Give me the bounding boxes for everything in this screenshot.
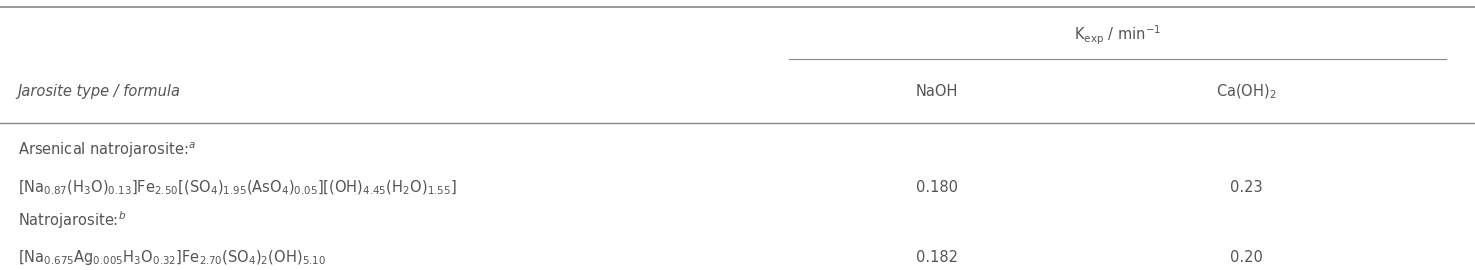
- Text: 0.180: 0.180: [916, 180, 957, 195]
- Text: Jarosite type / formula: Jarosite type / formula: [18, 84, 181, 99]
- Text: 0.182: 0.182: [916, 250, 957, 265]
- Text: K$_\mathrm{exp}$ / min$^{-1}$: K$_\mathrm{exp}$ / min$^{-1}$: [1074, 23, 1161, 47]
- Text: Arsenical natrojarosite:$^a$: Arsenical natrojarosite:$^a$: [18, 140, 195, 160]
- Text: [Na$_{0.87}$(H$_3$O)$_{0.13}$]Fe$_{2.50}$[(SO$_4$)$_{1.95}$(AsO$_4$)$_{0.05}$][(: [Na$_{0.87}$(H$_3$O)$_{0.13}$]Fe$_{2.50}…: [18, 178, 457, 197]
- Text: Natrojarosite:$^b$: Natrojarosite:$^b$: [18, 209, 125, 231]
- Text: NaOH: NaOH: [916, 84, 957, 99]
- Text: 0.23: 0.23: [1230, 180, 1263, 195]
- Text: 0.20: 0.20: [1230, 250, 1263, 265]
- Text: Ca(OH)$_2$: Ca(OH)$_2$: [1215, 83, 1277, 101]
- Text: [Na$_{0.675}$Ag$_{0.005}$H$_3$O$_{0.32}$]Fe$_{2.70}$(SO$_4$)$_2$(OH)$_{5.10}$: [Na$_{0.675}$Ag$_{0.005}$H$_3$O$_{0.32}$…: [18, 248, 326, 267]
